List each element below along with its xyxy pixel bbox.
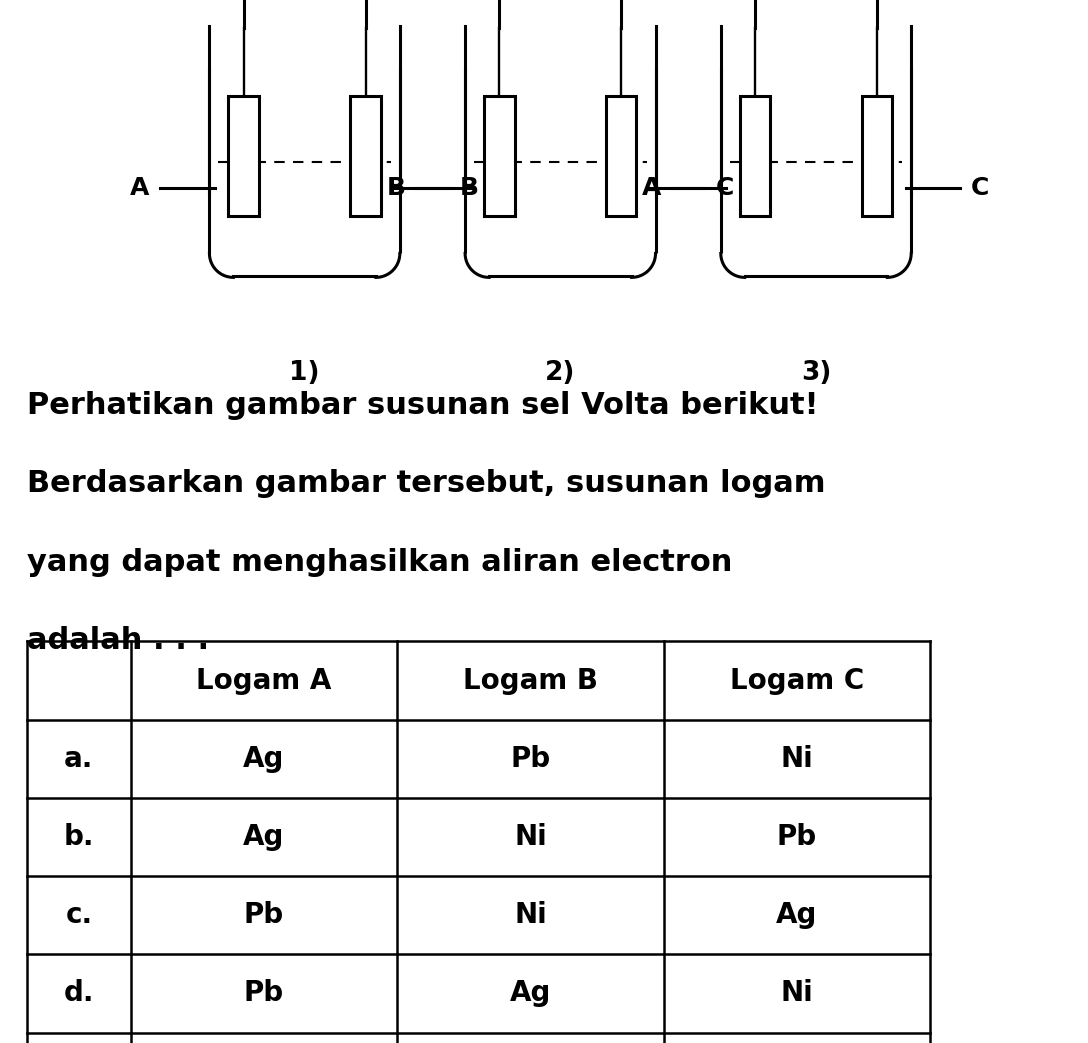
Text: Ag: Ag (243, 823, 285, 851)
Text: Berdasarkan gambar tersebut, susunan logam: Berdasarkan gambar tersebut, susunan log… (27, 469, 826, 499)
Text: 3): 3) (801, 360, 831, 386)
Text: Ag: Ag (509, 979, 552, 1008)
Text: Perhatikan gambar susunan sel Volta berikut!: Perhatikan gambar susunan sel Volta beri… (27, 391, 818, 420)
Text: B: B (460, 175, 479, 200)
Text: a.: a. (64, 745, 94, 773)
Text: b.: b. (63, 823, 95, 851)
Text: C: C (972, 175, 989, 200)
Bar (740, 96, 770, 216)
Text: A: A (642, 175, 660, 200)
Text: Pb: Pb (510, 745, 551, 773)
Bar (484, 96, 515, 216)
Text: Ni: Ni (514, 823, 547, 851)
Text: Ag: Ag (243, 745, 285, 773)
Bar (606, 96, 636, 216)
Text: Ni: Ni (780, 745, 814, 773)
Text: Pb: Pb (244, 901, 284, 929)
Text: A: A (131, 175, 150, 200)
Text: 2): 2) (545, 360, 576, 386)
Text: Ni: Ni (514, 901, 547, 929)
Text: adalah . . .: adalah . . . (27, 626, 209, 655)
Text: d.: d. (63, 979, 95, 1008)
Text: Ag: Ag (776, 901, 818, 929)
Bar (228, 96, 259, 216)
Bar (862, 96, 892, 216)
Text: 1): 1) (289, 360, 320, 386)
Text: Logam B: Logam B (462, 666, 598, 695)
Text: Logam C: Logam C (730, 666, 864, 695)
Text: yang dapat menghasilkan aliran electron: yang dapat menghasilkan aliran electron (27, 548, 732, 577)
Text: Pb: Pb (777, 823, 817, 851)
Text: Pb: Pb (244, 979, 284, 1008)
Text: Ni: Ni (780, 979, 814, 1008)
Text: B: B (386, 175, 405, 200)
Bar (350, 96, 381, 216)
Text: Logam A: Logam A (196, 666, 332, 695)
Text: C: C (716, 175, 733, 200)
Text: c.: c. (65, 901, 92, 929)
